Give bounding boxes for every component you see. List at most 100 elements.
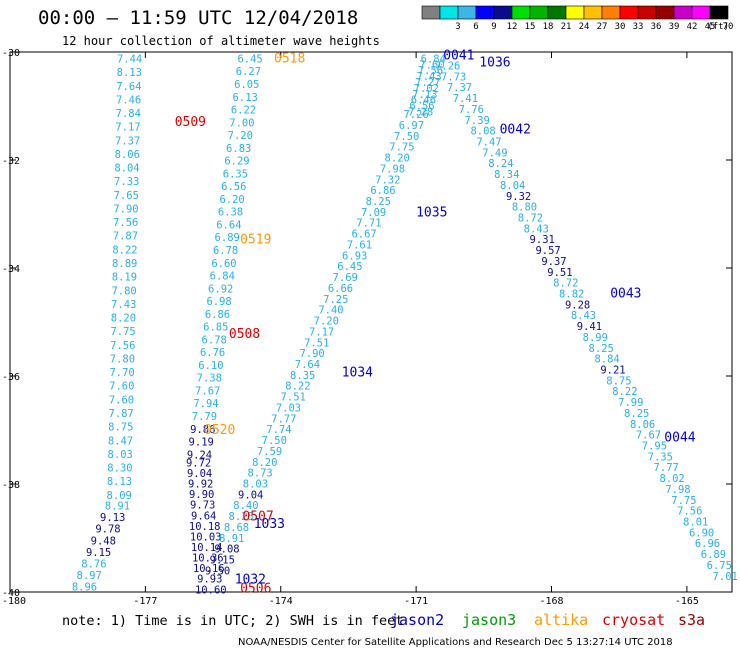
observation-value: 7.44 <box>117 54 142 66</box>
observation-value: 9.93 <box>197 574 222 586</box>
observation-value: 7.60 <box>109 381 134 393</box>
observation-value: 7.03 <box>276 402 301 414</box>
observation-value: 8.75 <box>108 422 133 434</box>
legend-bin-label: 12 <box>507 22 518 32</box>
observation-value: 8.43 <box>524 223 549 235</box>
observation-value: 7.73 <box>441 71 466 83</box>
x-tick-label: -174 <box>269 596 293 607</box>
x-tick-label: -171 <box>404 596 428 607</box>
legend-bin-label: 3 <box>455 22 460 32</box>
observation-value: 10.18 <box>189 521 221 533</box>
observation-value: 7.02 <box>414 83 439 95</box>
legend-bin-label: 21 <box>561 22 572 32</box>
observation-value: 9.13 <box>100 512 125 524</box>
observation-value: 6.56 <box>409 101 434 113</box>
observation-value: 8.20 <box>385 153 410 165</box>
observation-value: 8.03 <box>243 479 268 491</box>
observation-value: 7.25 <box>323 294 348 306</box>
legend-swatch <box>493 5 513 20</box>
legend-swatch <box>511 5 531 20</box>
observation-value: 6.89 <box>215 232 240 244</box>
observation-value: 6.97 <box>399 120 424 132</box>
observation-value: 8.13 <box>117 67 142 79</box>
observation-value: 7.90 <box>299 348 324 360</box>
observation-value: 6.46 <box>411 95 436 107</box>
observation-value: 7.56 <box>113 217 138 229</box>
observation-value: 6.92 <box>208 283 233 295</box>
observation-value: 8.73 <box>247 468 272 480</box>
legend-bin-label: 36 <box>651 22 662 32</box>
observation-value: 7.67 <box>636 430 661 442</box>
observation-value: 8.09 <box>107 490 132 502</box>
observation-value: 7.43 <box>111 299 136 311</box>
observation-value: 7.13 <box>412 89 437 101</box>
observation-value: 8.20 <box>111 313 136 325</box>
observation-value: 7.59 <box>257 446 282 458</box>
observation-value: 7.27 <box>415 77 440 89</box>
observation-value: 6.45 <box>237 54 262 66</box>
observation-layer: 7.448.137.647.467.847.177.378.068.047.33… <box>72 54 738 597</box>
legend-swatch <box>655 5 675 20</box>
pass-label: 1032 <box>235 573 266 588</box>
observation-value: 6.89 <box>701 549 726 561</box>
observation-value: 7.77 <box>654 462 679 474</box>
pass-label: 0519 <box>240 232 271 247</box>
observation-value: 10.16 <box>193 563 225 575</box>
observation-value: 8.25 <box>229 511 254 523</box>
observation-value: 9.78 <box>95 524 120 536</box>
observation-value: 8.02 <box>659 473 684 485</box>
observation-value: 9.64 <box>191 510 216 522</box>
observation-value: 8.08 <box>470 126 495 138</box>
observation-value: 7.94 <box>193 398 218 410</box>
legend-swatch <box>637 5 657 20</box>
mission-legend-entry: s3a <box>678 611 705 629</box>
observation-value: 7.47 <box>476 137 501 149</box>
observation-value: 7.37 <box>447 82 472 94</box>
x-tick-label: -180 <box>2 596 26 607</box>
legend-bin-label: 30 <box>615 22 626 32</box>
observation-value: 7.99 <box>618 397 643 409</box>
observation-value: 6.86 <box>205 309 230 321</box>
observation-value: 8.20 <box>252 457 277 469</box>
pass-label-layer: 0518 0509 0519 0508 0520 0507 0506 1033 1032 1034… <box>175 49 696 597</box>
observation-value: 6.98 <box>206 296 231 308</box>
observation-value: 6.76 <box>200 347 225 359</box>
observation-value: 6.64 <box>216 220 241 232</box>
pass-label: 0507 <box>242 509 273 524</box>
observation-value: 8.25 <box>366 196 391 208</box>
pass-label: 0041 <box>443 49 474 64</box>
mission-legend-entry: altika <box>534 611 588 629</box>
observation-value: 7.01 <box>713 571 738 583</box>
observation-value: 9.24 <box>187 449 212 461</box>
observation-value: 9.86 <box>190 424 215 436</box>
observation-value: 7.33 <box>114 176 139 188</box>
observation-value: 6.83 <box>226 143 251 155</box>
observation-value: 7.37 <box>115 135 140 147</box>
legend-swatch <box>565 5 585 20</box>
observation-value: 7.17 <box>115 122 140 134</box>
legend-bin-label: 45 <box>705 22 716 32</box>
pass-label: 0520 <box>204 423 235 438</box>
observation-value: 7.69 <box>333 272 358 284</box>
observation-value: 9.50 <box>205 565 230 577</box>
pass-label: 0043 <box>610 286 641 301</box>
observation-value: 7.79 <box>192 411 217 423</box>
observation-value: 7.51 <box>281 392 306 404</box>
observation-value: 8.22 <box>612 386 637 398</box>
observation-value: 10.36 <box>192 553 224 565</box>
legend-swatch <box>619 5 639 20</box>
observation-value: 10.14 <box>191 542 223 554</box>
observation-value: 7.77 <box>271 413 296 425</box>
observation-value: 9.92 <box>188 479 213 491</box>
legend-bin-label: 15 <box>525 22 536 32</box>
observation-value: 7.80 <box>110 354 135 366</box>
observation-value: 8.89 <box>112 258 137 270</box>
legend-swatch <box>547 5 567 20</box>
observation-value: 8.13 <box>107 476 132 488</box>
color-scale-legend: 3 6 9 12 15 18 21 24 27 30 33 36 39 42 45 70(ft) <box>421 5 733 32</box>
observation-value: 8.76 <box>81 559 106 571</box>
observation-value: 7.84 <box>116 108 141 120</box>
observation-value: 9.21 <box>600 365 625 377</box>
observation-value: 6.84 <box>210 271 235 283</box>
